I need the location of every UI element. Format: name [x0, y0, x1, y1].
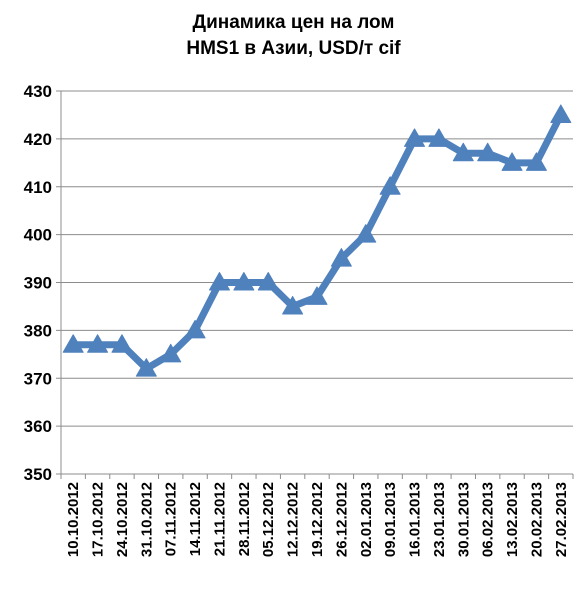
x-tick-label: 06.02.2013: [480, 482, 497, 557]
x-tick-label: 14.11.2012: [187, 482, 204, 556]
data-point-marker: [501, 152, 523, 171]
x-tick-label: 27.02.2013: [553, 482, 570, 557]
data-point-marker: [282, 295, 304, 315]
data-point-marker: [135, 358, 157, 377]
x-tick-label: 13.02.2013: [504, 482, 521, 557]
y-tick-label: 390: [24, 274, 52, 293]
x-tick-label: 09.01.2013: [382, 482, 399, 557]
x-tick-label: 20.02.2013: [528, 482, 545, 557]
data-point-marker: [111, 334, 133, 353]
data-point-marker: [477, 142, 499, 162]
data-point-marker: [355, 224, 377, 243]
x-tick-label: 19.12.2012: [309, 482, 326, 557]
data-point-marker: [306, 286, 328, 305]
y-tick-label: 370: [24, 369, 52, 388]
chart-title: Динамика цен на лом HMS1 в Азии, USD/т c…: [0, 10, 587, 62]
data-point-marker: [233, 272, 255, 291]
y-tick-label: 420: [24, 130, 52, 149]
data-point-marker: [525, 152, 547, 171]
data-point-marker: [87, 334, 109, 353]
data-point-marker: [379, 176, 401, 195]
y-tick-label: 360: [24, 417, 52, 436]
x-tick-label: 23.01.2013: [431, 482, 448, 557]
x-tick-label: 05.12.2012: [260, 482, 277, 557]
x-tick-label: 30.01.2013: [455, 482, 472, 557]
label-layer: 350 360 370 380 390 400 410 420 430 10.10.2012 17.…: [24, 82, 570, 557]
y-tick-label: 380: [24, 321, 52, 340]
y-tick-label: 410: [24, 178, 52, 197]
x-tick-label: 07.11.2012: [163, 482, 180, 556]
x-tick-label: 28.11.2012: [236, 482, 253, 556]
x-tick-label: 16.01.2013: [407, 482, 424, 557]
data-point-marker: [550, 104, 572, 123]
data-point-marker: [330, 248, 352, 267]
data-point-marker: [452, 142, 474, 162]
x-tick-label: 12.12.2012: [285, 482, 302, 557]
y-tick-label: 400: [24, 226, 52, 245]
data-point-marker: [257, 272, 279, 291]
data-point-marker: [160, 343, 182, 363]
y-tick-label: 350: [24, 465, 52, 484]
chart-title-line1: Динамика цен на лом: [192, 12, 395, 33]
data-point-marker: [208, 272, 230, 291]
series-layer: [62, 104, 572, 377]
chart-title-line2: HMS1 в Азии, USD/т cif: [186, 38, 401, 59]
x-tick-label: 24.10.2012: [114, 482, 131, 557]
x-tick-label: 26.12.2012: [333, 482, 350, 557]
x-tick-label: 10.10.2012: [65, 482, 82, 557]
x-tick-label: 02.01.2013: [358, 482, 375, 557]
axis-layer: [56, 90, 574, 479]
x-tick-label: 17.10.2012: [90, 482, 107, 557]
grid-layer: [61, 90, 573, 475]
data-point-marker: [184, 319, 206, 339]
x-tick-label: 31.10.2012: [138, 482, 155, 557]
data-point-marker: [428, 128, 450, 147]
data-point-marker: [62, 334, 84, 353]
data-point-marker: [404, 128, 426, 147]
y-tick-label: 430: [24, 82, 52, 101]
x-tick-label: 21.11.2012: [211, 482, 228, 556]
